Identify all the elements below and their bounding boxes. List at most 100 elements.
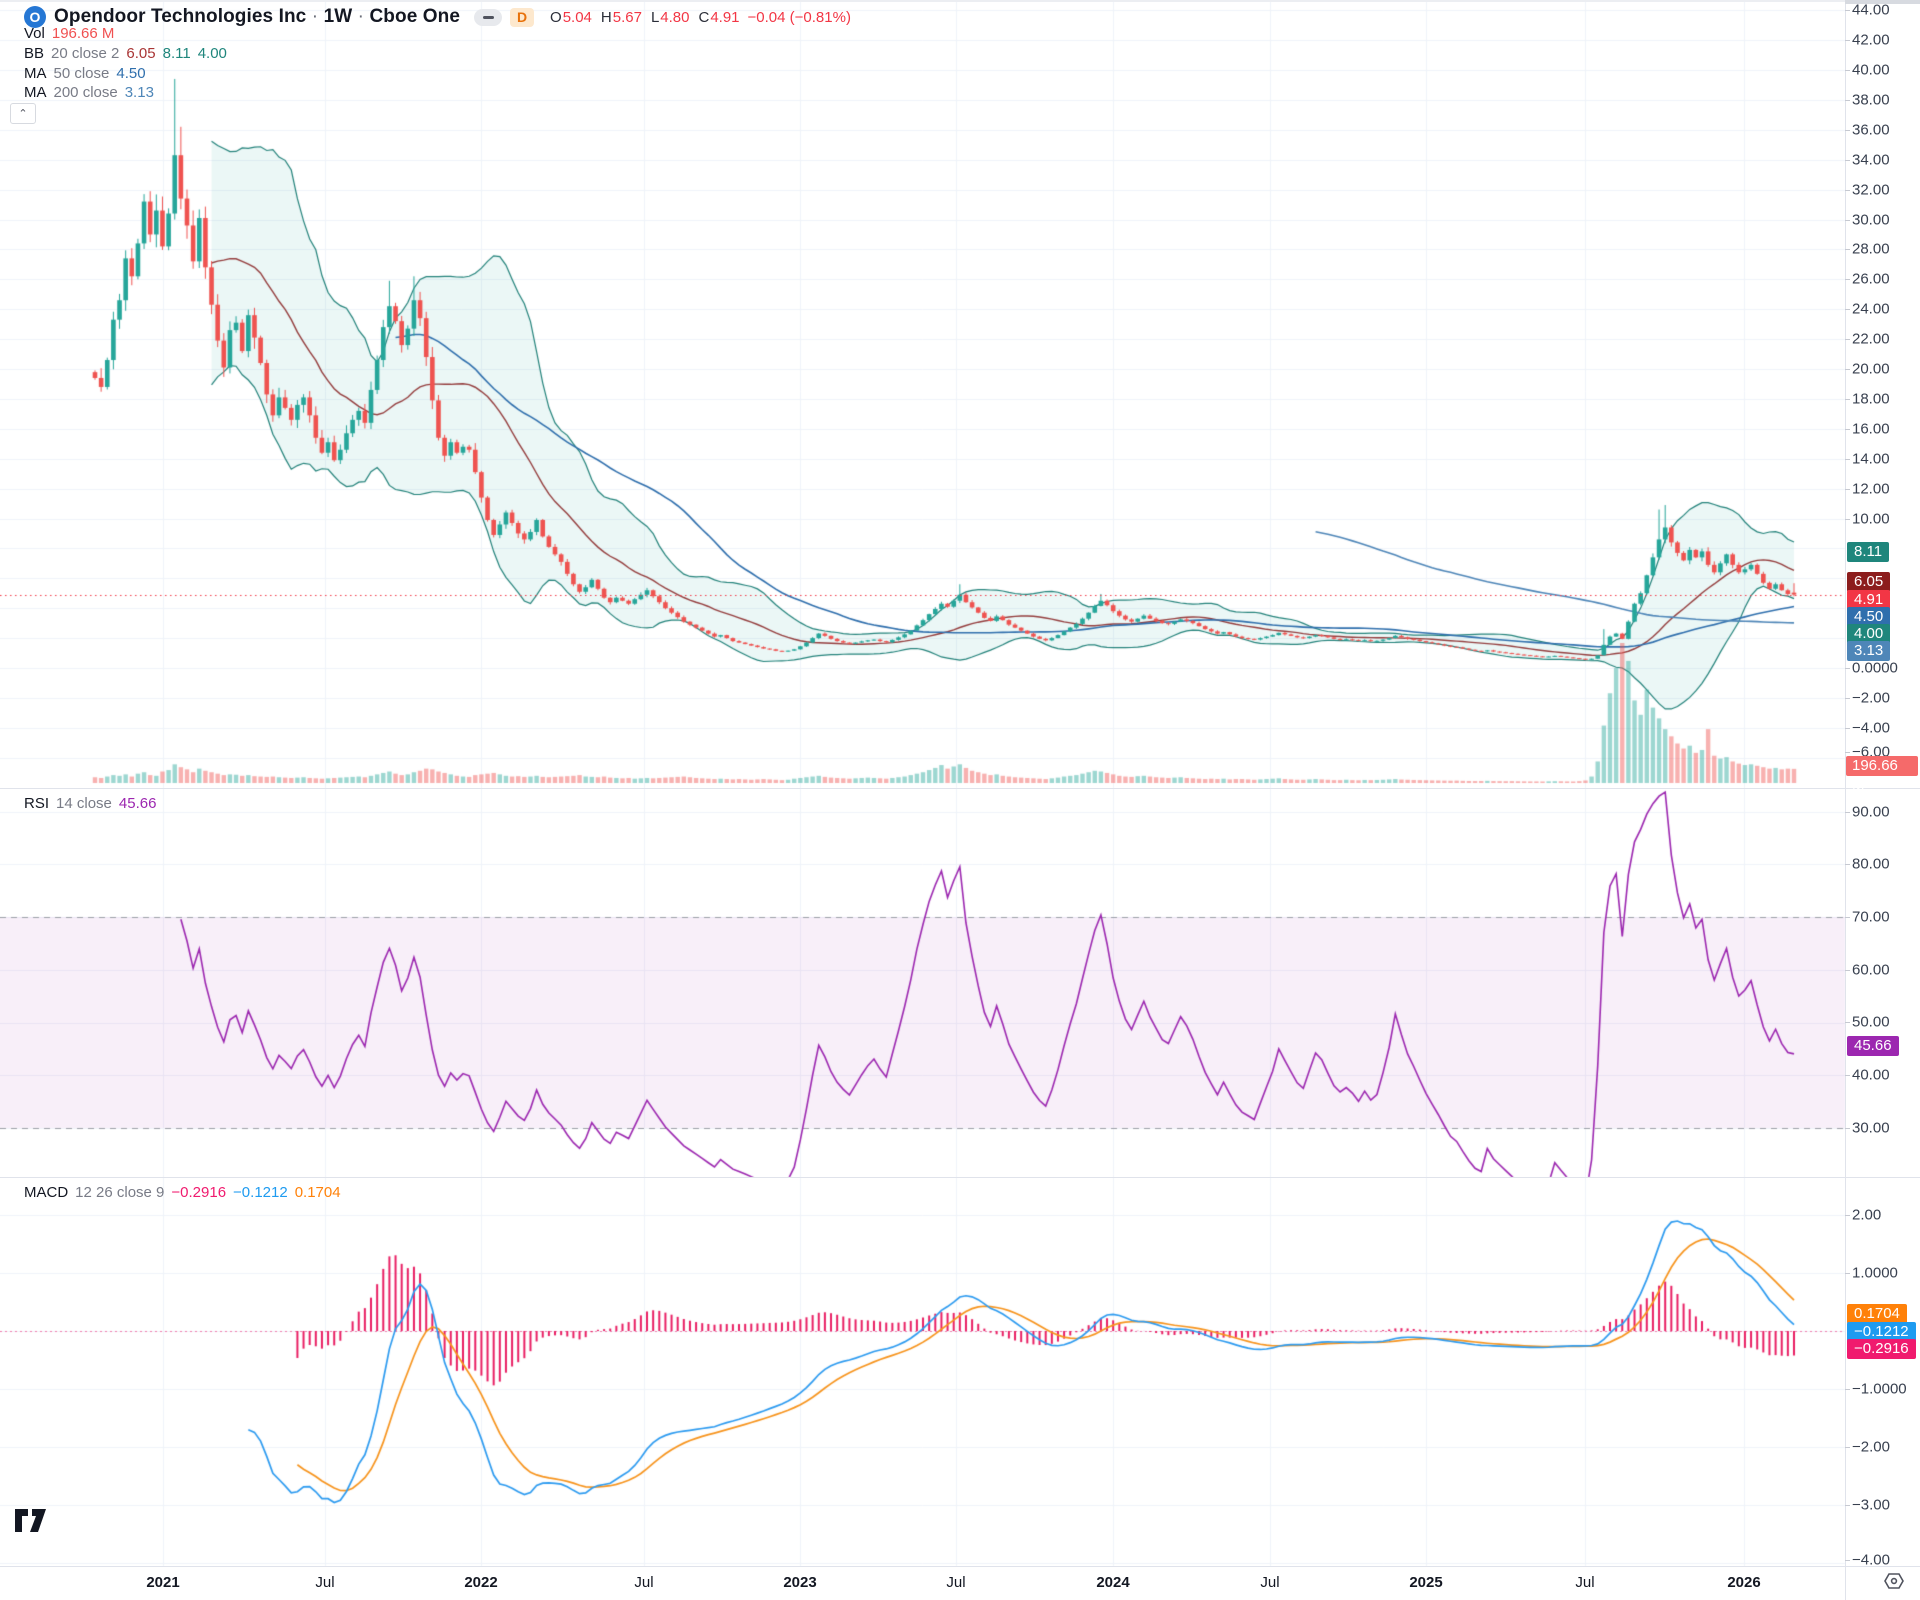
time-axis-label-2021: 2021	[146, 1574, 180, 1591]
rsi-badge: 45.66	[1847, 1036, 1899, 1056]
price-axis-label: 0.0000	[1852, 659, 1898, 677]
axis-tick	[1845, 1447, 1850, 1448]
time-axis-label-Jul: Jul	[1575, 1574, 1595, 1591]
axis-tick	[1845, 220, 1850, 221]
macd-axis-label: −3.00	[1852, 1496, 1890, 1514]
macd-hist-value: −0.2916	[171, 1184, 227, 1201]
bb-legend[interactable]: BB 20 close 2 6.05 8.11 4.00	[24, 45, 227, 62]
axis-tick	[1845, 369, 1850, 370]
time-axis-separator	[0, 1566, 1920, 1567]
volume-legend-value: 196.66 M	[51, 25, 115, 42]
open-value: 5.04	[562, 8, 592, 26]
axis-tick	[1845, 1505, 1850, 1506]
macd-line-value: −0.1212	[233, 1184, 288, 1201]
axis-tick	[1845, 1128, 1850, 1129]
bar-change-pill[interactable]	[474, 8, 503, 26]
macd-axis-label: 2.00	[1852, 1206, 1882, 1224]
axis-tick	[1845, 728, 1850, 729]
time-axis-label-2025: 2025	[1409, 1574, 1443, 1591]
price-axis-label: 12.00	[1852, 480, 1890, 498]
time-axis-label-Jul: Jul	[1260, 1574, 1280, 1591]
ohlc-values: O5.04 H5.67 L4.80 C4.91	[550, 8, 740, 26]
axis-tick	[1845, 864, 1850, 865]
price-axis-label: 26.00	[1852, 270, 1890, 288]
symbol-logo-icon[interactable]: O	[24, 6, 46, 28]
time-axis-label-2026: 2026	[1727, 1574, 1761, 1591]
axis-tick	[1845, 1075, 1850, 1076]
price-axis-label: 14.00	[1852, 450, 1890, 468]
change-value: −0.04 (−0.81%)	[747, 8, 851, 26]
axis-tick	[1845, 279, 1850, 280]
macd-axis-label: −2.00	[1852, 1438, 1890, 1456]
price-axis-label: 18.00	[1852, 390, 1890, 408]
price-axis-label: −4.00	[1852, 719, 1890, 737]
bb-upper-value: 8.11	[162, 45, 191, 62]
macd-legend[interactable]: MACD 12 26 close 9 −0.2916 −0.1212 0.170…	[24, 1184, 341, 1201]
price-axis-label: 42.00	[1852, 31, 1890, 49]
price-axis-label: 36.00	[1852, 121, 1890, 139]
price-axis-label: 24.00	[1852, 300, 1890, 318]
axis-tick	[1845, 519, 1850, 520]
axis-tick	[1845, 752, 1850, 753]
close-value: 4.91	[710, 8, 740, 26]
axis-tick	[1845, 489, 1850, 490]
rsi-axis-label: 80.00	[1852, 855, 1890, 873]
volume-legend[interactable]: Vol 196.66 M	[24, 25, 115, 42]
price-axis-label: −2.00	[1852, 689, 1890, 707]
ma50-value: 4.50	[116, 65, 146, 82]
delayed-data-badge[interactable]: D	[510, 7, 535, 27]
macd-axis-label: 1.0000	[1852, 1264, 1898, 1282]
pane-separator-rsi-macd[interactable]	[0, 1177, 1920, 1178]
axis-tick	[1845, 812, 1850, 813]
price-axis-label: 22.00	[1852, 330, 1890, 348]
pane-separator-price-rsi[interactable]	[0, 788, 1920, 789]
axis-tick	[1845, 190, 1850, 191]
macd-badge-0.1704: 0.1704	[1847, 1304, 1907, 1324]
price-badge-8.11: 8.11	[1847, 542, 1890, 562]
axis-tick	[1845, 339, 1850, 340]
axis-tick	[1845, 40, 1850, 41]
macd-badge-−0.1212: −0.1212	[1847, 1322, 1916, 1342]
price-badge-4.50: 4.50	[1847, 607, 1891, 627]
axis-top-cap	[1845, 0, 1920, 4]
rsi-axis-label: 90.00	[1852, 803, 1890, 821]
price-axis-label: 32.00	[1852, 181, 1890, 199]
interval-label: 1W	[323, 6, 353, 27]
price-axis-label: 40.00	[1852, 61, 1890, 79]
axis-tick	[1845, 10, 1850, 11]
rsi-value: 45.66	[118, 795, 157, 812]
legend-collapse-button[interactable]: ⌃	[10, 103, 36, 124]
symbol-title[interactable]: Opendoor Technologies Inc · 1W · Cboe On…	[54, 6, 461, 27]
ma200-legend[interactable]: MA 200 close 3.13	[24, 84, 154, 101]
rsi-legend[interactable]: RSI 14 close 45.66	[24, 795, 157, 812]
axis-tick	[1845, 1560, 1850, 1561]
macd-badge-−0.2916: −0.2916	[1847, 1339, 1916, 1359]
time-axis-label-Jul: Jul	[946, 1574, 966, 1591]
axis-settings-hexagon-icon[interactable]	[1884, 1572, 1904, 1590]
axis-tick	[1845, 1215, 1850, 1216]
bb-basis-value: 6.05	[126, 45, 156, 62]
axis-tick	[1845, 1389, 1850, 1390]
price-axis-label: 34.00	[1852, 151, 1890, 169]
price-axis-label: 20.00	[1852, 360, 1890, 378]
time-axis-label-Jul: Jul	[315, 1574, 335, 1591]
symbol-header: O Opendoor Technologies Inc · 1W · Cboe …	[24, 5, 851, 29]
axis-tick	[1845, 100, 1850, 101]
time-axis-label-2024: 2024	[1096, 1574, 1130, 1591]
macd-axis-label: −1.0000	[1852, 1380, 1907, 1398]
tradingview-logo[interactable]	[14, 1508, 48, 1534]
axis-tick	[1845, 130, 1850, 131]
price-axis-label: 38.00	[1852, 91, 1890, 109]
price-badge-3.13: 3.13	[1847, 641, 1891, 661]
rsi-axis-label: 70.00	[1852, 908, 1890, 926]
axis-tick	[1845, 399, 1850, 400]
axis-tick	[1845, 1273, 1850, 1274]
axis-tick	[1845, 698, 1850, 699]
ma50-legend[interactable]: MA 50 close 4.50	[24, 65, 146, 82]
price-axis-label: 28.00	[1852, 240, 1890, 258]
volume-badge: 196.66 M	[1846, 756, 1918, 794]
macd-axis-label: −4.00	[1852, 1551, 1890, 1569]
axis-tick	[1845, 459, 1850, 460]
